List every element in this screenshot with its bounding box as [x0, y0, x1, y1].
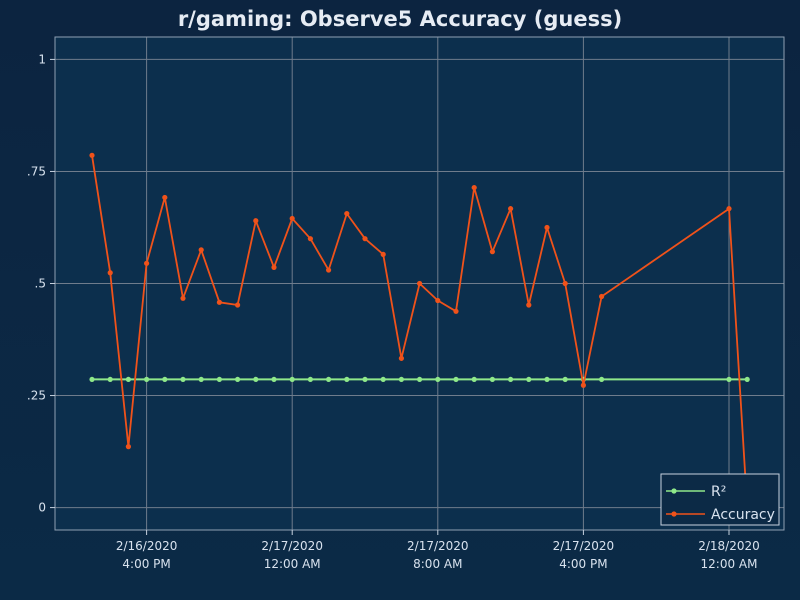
data-point: [235, 376, 241, 383]
x-tick-label: 2/17/2020: [553, 539, 615, 553]
data-point: [544, 224, 550, 231]
data-point: [435, 376, 441, 383]
data-point: [144, 376, 150, 383]
data-point: [599, 293, 605, 300]
data-point: [489, 249, 495, 255]
data-point: [398, 376, 404, 383]
chart-title: r/gaming: Observe5 Accuracy (guess): [178, 7, 622, 31]
data-point: [526, 376, 532, 383]
data-point: [235, 302, 241, 308]
y-tick-label: .75: [27, 164, 46, 178]
data-point: [453, 376, 459, 383]
y-tick-label: 1: [38, 52, 46, 66]
data-point: [271, 264, 277, 270]
data-point: [289, 215, 295, 222]
data-point: [580, 382, 587, 388]
data-point: [125, 376, 131, 383]
series-accuracy: [89, 152, 750, 511]
data-point: [307, 376, 313, 383]
data-point: [417, 376, 423, 383]
data-point: [508, 206, 514, 212]
data-point: [453, 308, 459, 314]
data-point: [198, 376, 204, 383]
data-point: [180, 376, 186, 383]
data-point: [380, 251, 386, 257]
data-point: [398, 355, 404, 361]
data-point: [326, 267, 332, 273]
x-tick-label: 2/17/2020: [261, 539, 323, 553]
legend-label: R²: [711, 484, 726, 500]
y-tick-label: .25: [27, 389, 46, 403]
data-point: [307, 236, 313, 242]
data-point: [162, 376, 168, 383]
data-point: [89, 152, 95, 158]
data-point: [508, 376, 514, 383]
tick-labels: 0 .25 .5 .75 1 2/16/2020 4:00 PM 2/17/2020 12:00…: [27, 52, 760, 571]
x-tick-label: 8:00 AM: [413, 557, 462, 571]
data-point: [471, 376, 477, 383]
series-layer: [89, 152, 750, 511]
data-point: [744, 376, 750, 383]
data-point: [180, 295, 186, 301]
data-point: [362, 376, 368, 383]
data-point: [326, 376, 332, 383]
data-point: [271, 376, 277, 383]
x-tick-label: 12:00 AM: [701, 557, 758, 571]
data-point: [417, 280, 423, 287]
data-point: [216, 376, 222, 383]
data-point: [107, 270, 113, 276]
legend: R² Accuracy: [660, 473, 780, 526]
legend-box: [660, 473, 780, 526]
data-point: [726, 206, 732, 212]
data-point: [344, 210, 350, 217]
legend-swatch-marker: [671, 488, 677, 494]
data-point: [471, 184, 477, 191]
data-point: [289, 376, 295, 383]
data-point: [435, 297, 441, 304]
data-point: [144, 260, 150, 266]
data-point: [562, 280, 568, 287]
data-point: [380, 376, 386, 383]
data-point: [125, 444, 131, 450]
data-point: [344, 376, 350, 383]
data-point: [107, 376, 113, 383]
y-tick-label: .5: [35, 277, 46, 291]
data-point: [599, 376, 605, 383]
x-tick-label: 12:00 AM: [264, 557, 321, 571]
x-tick-label: 2/17/2020: [407, 539, 469, 553]
y-tick-label: 0: [38, 501, 46, 515]
legend-swatch-marker: [671, 511, 677, 517]
data-point: [362, 236, 368, 242]
data-point: [162, 194, 168, 201]
data-point: [526, 302, 532, 308]
legend-label: Accuracy: [711, 507, 775, 523]
data-point: [253, 218, 259, 224]
data-point: [89, 376, 95, 383]
data-point: [198, 247, 204, 253]
data-point: [253, 376, 259, 383]
data-point: [489, 376, 495, 383]
data-point: [562, 376, 568, 383]
data-point: [544, 376, 550, 383]
x-tick-label: 2/16/2020: [116, 539, 178, 553]
data-point: [726, 376, 732, 383]
x-tick-label: 2/18/2020: [698, 539, 760, 553]
data-point: [216, 299, 222, 305]
x-tick-label: 4:00 PM: [559, 557, 607, 571]
x-tick-label: 4:00 PM: [122, 557, 170, 571]
